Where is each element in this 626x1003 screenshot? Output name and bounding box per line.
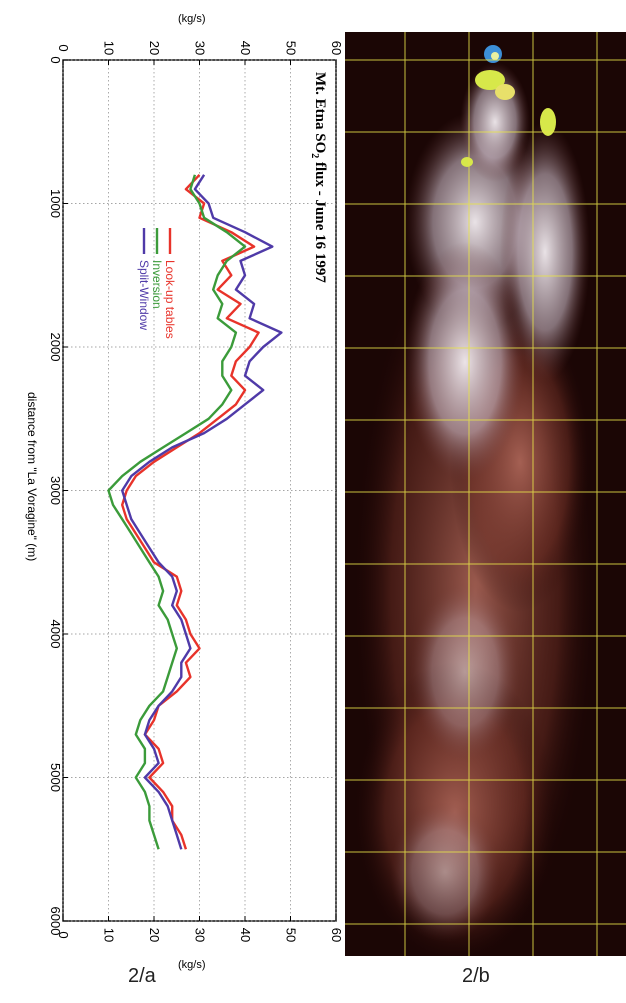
series-line-inversion [107, 174, 247, 850]
legend-label: Inversion [150, 260, 164, 309]
x-tick-label: 0 [48, 56, 63, 63]
y-axis-label-top: (kg/s) [178, 13, 206, 25]
series-line-split-window [120, 174, 283, 850]
panel-label-a: 2/a [128, 965, 156, 987]
panel-label-b: 2/b [462, 965, 490, 987]
x-tick-label: 2000 [48, 333, 63, 362]
y-tick-label-bottom: 50 [284, 928, 299, 942]
chart-title: Mt. Etna SO2 flux - June 16 1997 [309, 72, 328, 283]
x-tick-label: 5000 [48, 763, 63, 792]
y-tick-label-top: 0 [56, 44, 71, 51]
y-tick-label-top: 50 [284, 41, 299, 55]
y-tick-label-top: 20 [147, 41, 162, 55]
y-tick-label-bottom: 0 [56, 931, 71, 938]
y-axis-label-bottom: (kg/s) [178, 959, 206, 971]
y-tick-label-top: 10 [102, 41, 117, 55]
x-tick-label: 1000 [48, 189, 63, 218]
legend-label: Split-Window [137, 260, 151, 330]
y-tick-label-top: 60 [329, 41, 344, 55]
y-tick-label-bottom: 60 [329, 928, 344, 942]
x-axis-label: distance from "La Voragine" (m) [25, 392, 39, 561]
y-tick-label-bottom: 30 [193, 928, 208, 942]
plot-area: 0100020003000400050006000001010202030304… [48, 41, 344, 942]
plume-grid [345, 32, 626, 956]
y-tick-label-top: 40 [238, 41, 253, 55]
x-tick-label: 3000 [48, 476, 63, 505]
y-tick-label-bottom: 10 [102, 928, 117, 942]
series-layer [107, 173, 283, 850]
x-tick-label: 6000 [48, 907, 63, 936]
plume-image [345, 32, 626, 956]
y-tick-label-bottom: 40 [238, 928, 253, 942]
chart-title-text: Mt. Etna SO2 flux - June 16 1997 [309, 72, 328, 283]
x-tick-label: 4000 [48, 620, 63, 649]
plume-image-drawing [345, 32, 626, 956]
ticks: 0100020003000400050006000001010202030304… [48, 41, 344, 942]
legend-label: Look-up tables [163, 260, 177, 339]
y-tick-label-bottom: 20 [147, 928, 162, 942]
y-tick-label-top: 30 [193, 41, 208, 55]
